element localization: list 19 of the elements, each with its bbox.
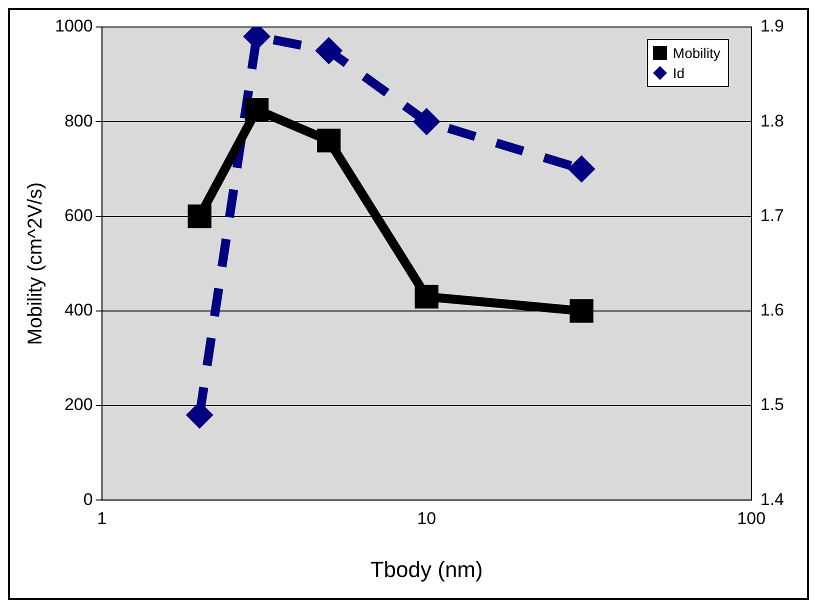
x-tick-label: 10 <box>417 509 436 528</box>
y-tick-label: 0 <box>83 490 93 509</box>
y-tick-label: 1000 <box>54 16 93 36</box>
y2-tick-label: 1.8 <box>760 111 784 130</box>
x-tick-label: 100 <box>737 509 766 528</box>
legend-label: Mobility <box>672 44 720 63</box>
y-tick-label: 600 <box>64 206 93 225</box>
legend-label: Id <box>672 64 685 83</box>
y2-tick-label: 1.5 <box>760 395 784 414</box>
y2-tick-label: 1.4 <box>760 490 784 509</box>
y2-tick-label: 1.9 <box>760 16 784 36</box>
y2-tick-label: 1.7 <box>760 206 784 225</box>
x-tick-label: 1 <box>97 509 107 528</box>
y-tick-label: 200 <box>64 395 93 414</box>
y2-tick-label: 1.6 <box>760 300 784 320</box>
x-axis-title: Tbody (nm) <box>370 556 483 582</box>
y-tick-label: 800 <box>64 111 93 130</box>
y-axis-title: Mobility (cm^2V/s) <box>24 182 47 345</box>
y-tick-label: 400 <box>64 300 93 320</box>
